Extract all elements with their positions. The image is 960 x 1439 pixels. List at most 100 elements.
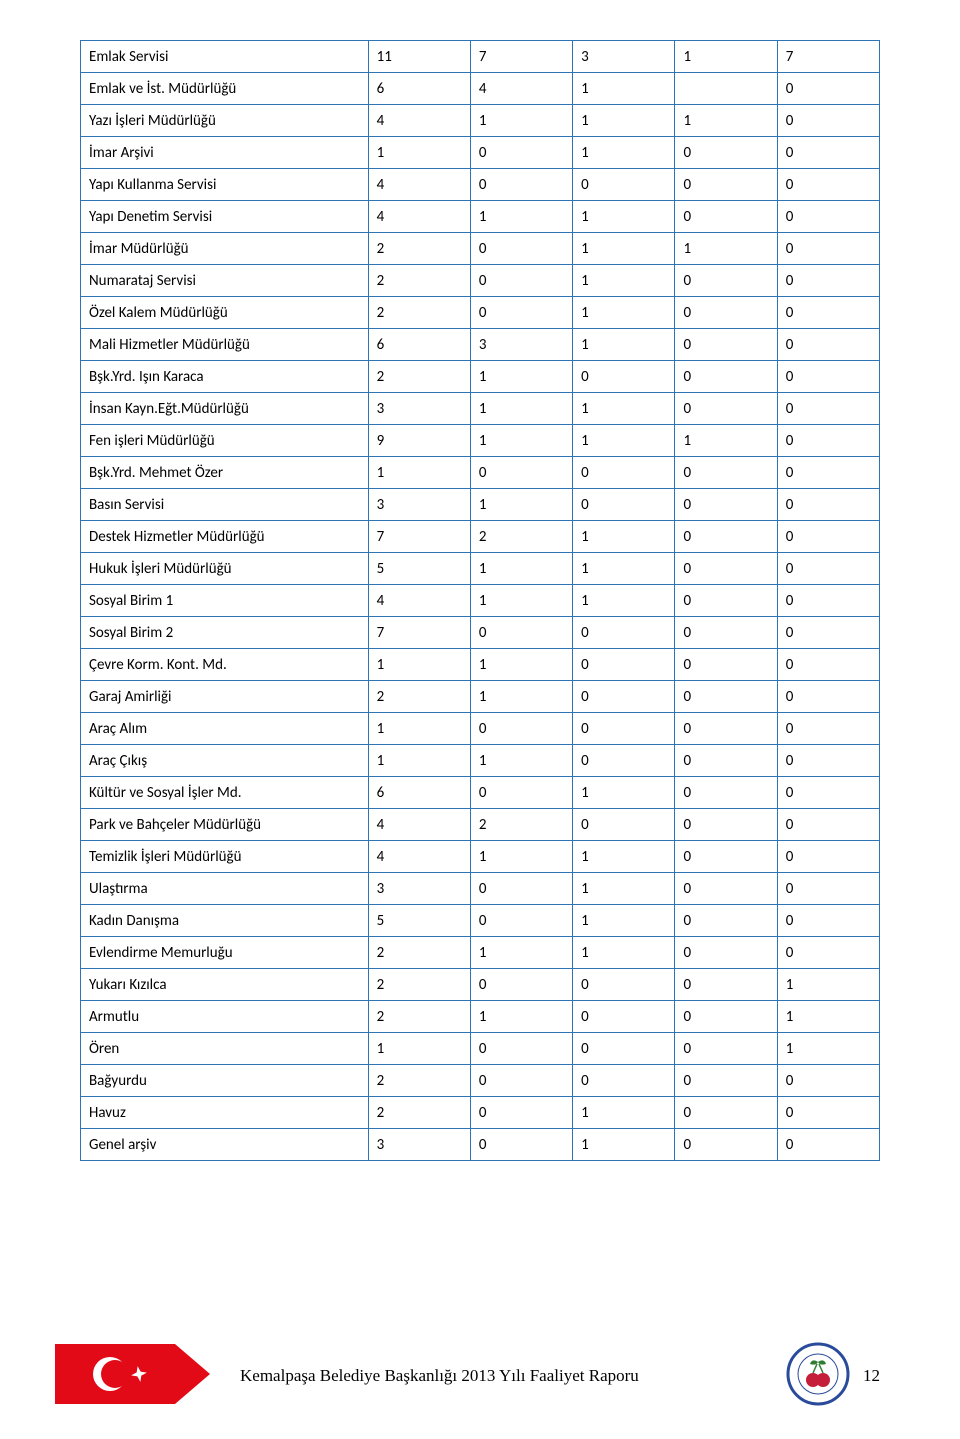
row-col4: 0 [675,265,777,297]
row-col3: 1 [573,137,675,169]
table-row: Kadın Danışma50100 [81,905,880,937]
row-col2: 0 [470,137,572,169]
row-col5: 0 [777,521,879,553]
row-col1: 11 [368,41,470,73]
row-label: Araç Çıkış [81,745,369,777]
table-row: Ulaştırma30100 [81,873,880,905]
row-label: Park ve Bahçeler Müdürlüğü [81,809,369,841]
row-col2: 0 [470,969,572,1001]
row-col2: 4 [470,73,572,105]
row-col1: 2 [368,969,470,1001]
row-col5: 0 [777,73,879,105]
row-col3: 1 [573,105,675,137]
municipality-seal-icon [786,1342,850,1406]
row-col4: 1 [675,425,777,457]
row-label: Araç Alım [81,713,369,745]
row-col5: 0 [777,361,879,393]
row-label: Evlendirme Memurluğu [81,937,369,969]
table-row: İmar Müdürlüğü20110 [81,233,880,265]
row-col5: 0 [777,1097,879,1129]
row-col2: 1 [470,745,572,777]
row-col2: 1 [470,649,572,681]
row-col2: 7 [470,41,572,73]
row-col5: 0 [777,489,879,521]
row-col4: 0 [675,937,777,969]
row-col4: 0 [675,969,777,1001]
table-row: Yazı İşleri Müdürlüğü41110 [81,105,880,137]
row-col5: 0 [777,1065,879,1097]
row-label: Destek Hizmetler Müdürlüğü [81,521,369,553]
row-col3: 1 [573,521,675,553]
row-col3: 0 [573,745,675,777]
table-row: Emlak Servisi117317 [81,41,880,73]
row-col5: 0 [777,425,879,457]
row-col5: 0 [777,873,879,905]
row-col4: 0 [675,1065,777,1097]
row-col4: 0 [675,617,777,649]
row-col5: 0 [777,937,879,969]
row-col1: 1 [368,457,470,489]
row-col1: 4 [368,201,470,233]
row-col2: 0 [470,617,572,649]
row-col1: 1 [368,137,470,169]
row-col4: 0 [675,169,777,201]
row-col1: 2 [368,1065,470,1097]
row-col4: 0 [675,713,777,745]
row-col5: 0 [777,649,879,681]
row-col2: 0 [470,265,572,297]
table-row: Çevre Korm. Kont. Md.11000 [81,649,880,681]
row-col5: 1 [777,1001,879,1033]
row-col2: 1 [470,425,572,457]
row-col3: 1 [573,297,675,329]
row-col4: 0 [675,1033,777,1065]
row-col3: 0 [573,1001,675,1033]
row-col1: 2 [368,297,470,329]
row-col2: 0 [470,1129,572,1161]
row-col2: 1 [470,105,572,137]
row-label: Çevre Korm. Kont. Md. [81,649,369,681]
row-col1: 3 [368,489,470,521]
table-row: Armutlu21001 [81,1001,880,1033]
row-col1: 9 [368,425,470,457]
row-col1: 4 [368,105,470,137]
table-row: Destek Hizmetler Müdürlüğü72100 [81,521,880,553]
row-col4: 0 [675,137,777,169]
row-col4: 0 [675,521,777,553]
row-col5: 0 [777,105,879,137]
table-row: Bşk.Yrd. Mehmet Özer10000 [81,457,880,489]
row-col4: 1 [675,233,777,265]
table-row: Araç Çıkış11000 [81,745,880,777]
row-col3: 1 [573,841,675,873]
row-col1: 2 [368,361,470,393]
row-col3: 1 [573,553,675,585]
table-row: Garaj Amirliği21000 [81,681,880,713]
row-label: Garaj Amirliği [81,681,369,713]
row-label: Sosyal Birim 2 [81,617,369,649]
row-col5: 0 [777,265,879,297]
row-col5: 0 [777,681,879,713]
row-col3: 1 [573,425,675,457]
table-row: Özel Kalem Müdürlüğü20100 [81,297,880,329]
table-row: Araç Alım10000 [81,713,880,745]
row-col3: 0 [573,1065,675,1097]
row-col1: 2 [368,233,470,265]
row-col3: 1 [573,73,675,105]
row-col2: 1 [470,681,572,713]
row-col1: 2 [368,937,470,969]
row-col4: 0 [675,1001,777,1033]
row-col5: 0 [777,393,879,425]
table-row: Havuz20100 [81,1097,880,1129]
row-col5: 1 [777,969,879,1001]
row-label: Bşk.Yrd. Işın Karaca [81,361,369,393]
row-col5: 0 [777,585,879,617]
row-col2: 0 [470,457,572,489]
row-col3: 0 [573,457,675,489]
turkish-flag-ribbon-icon [55,1334,210,1414]
table-row: Evlendirme Memurluğu21100 [81,937,880,969]
row-col1: 4 [368,169,470,201]
row-col3: 0 [573,969,675,1001]
row-col2: 1 [470,201,572,233]
row-col3: 0 [573,489,675,521]
row-col1: 7 [368,617,470,649]
row-label: Genel arşiv [81,1129,369,1161]
